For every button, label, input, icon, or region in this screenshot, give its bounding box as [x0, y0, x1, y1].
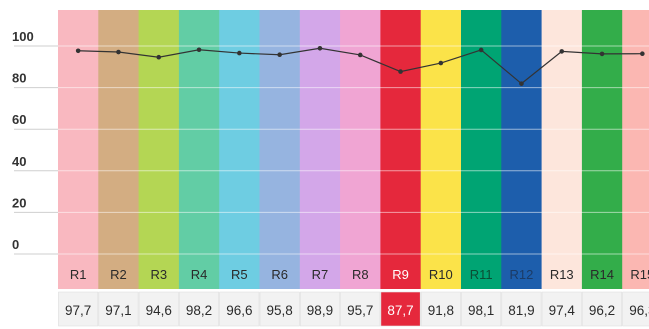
value-row: 97,7 97,1 94,6 98,2 96,6 95,8 98,9 95,7 87,7 91,8…: [58, 291, 649, 327]
category-label-R9: R9: [392, 267, 409, 282]
value-label-R2: 97,1: [105, 303, 131, 318]
category-label-R4: R4: [191, 267, 208, 282]
value-cell: [98, 291, 139, 327]
data-point-R4: [196, 47, 202, 53]
value-label-R15: 96,3: [629, 303, 649, 318]
category-label-R2: R2: [110, 267, 127, 282]
y-tick-label: 60: [12, 112, 26, 127]
data-point-R10: [438, 60, 444, 66]
color-band-R1: [58, 10, 99, 289]
value-cell: [259, 291, 300, 327]
value-label-R14: 96,2: [589, 303, 615, 318]
category-label-R1: R1: [70, 267, 87, 282]
category-label-R14: R14: [590, 267, 614, 282]
y-tick-label: 80: [12, 71, 26, 86]
y-tick-label: 0: [12, 237, 19, 252]
category-label-R13: R13: [550, 267, 574, 282]
color-band-R12: [501, 10, 543, 289]
color-band-R8: [340, 10, 381, 289]
color-band-R5: [219, 10, 260, 289]
value-cell: [461, 291, 502, 327]
category-label-R7: R7: [312, 267, 329, 282]
data-point-R6: [277, 52, 282, 58]
category-label-R12: R12: [510, 267, 534, 282]
value-label-R10: 91,8: [428, 303, 454, 318]
value-cell: [340, 291, 381, 327]
data-point-R9: [398, 69, 403, 74]
color-band-R3: [138, 10, 180, 289]
value-cell: [622, 291, 649, 327]
y-tick-label: 20: [12, 195, 26, 210]
data-point-R11: [478, 47, 484, 53]
color-band-R9: [380, 10, 422, 289]
value-cell: [138, 291, 179, 327]
color-band-R14: [581, 10, 623, 289]
color-band-R2: [98, 10, 140, 289]
y-tick-label: 100: [12, 29, 34, 44]
category-label-R10: R10: [429, 267, 453, 282]
data-point-R2: [116, 49, 121, 55]
data-point-R12: [519, 81, 524, 86]
y-tick-label: 40: [12, 154, 26, 169]
color-band-R15: [622, 10, 649, 289]
value-label-R1: 97,7: [65, 303, 91, 318]
color-bands: [58, 10, 649, 289]
category-label-R3: R3: [150, 267, 167, 282]
value-label-R8: 95,7: [347, 303, 373, 318]
value-cell: [219, 291, 260, 327]
y-axis: 100 80 60 40 20 0: [12, 29, 34, 252]
data-point-R14: [599, 51, 605, 57]
value-label-R11: 98,1: [468, 303, 494, 318]
category-label-R11: R11: [470, 267, 493, 282]
value-cell: [299, 291, 340, 327]
value-label-R6: 95,8: [267, 303, 293, 318]
value-label-R7: 98,9: [307, 303, 333, 318]
grid-lines: [14, 45, 649, 255]
value-label-R9: 87,7: [387, 303, 413, 318]
category-label-R6: R6: [271, 267, 288, 282]
color-band-R4: [178, 10, 220, 289]
data-point-R15: [640, 51, 645, 56]
value-label-R4: 98,2: [186, 303, 212, 318]
data-point-R7: [317, 45, 323, 51]
data-point-R3: [156, 54, 162, 60]
value-cell: [179, 291, 219, 327]
color-band-R10: [420, 10, 462, 289]
color-band-R13: [541, 10, 583, 289]
data-point-R13: [559, 49, 565, 54]
data-point-R8: [357, 52, 363, 58]
data-point-R5: [237, 50, 242, 56]
value-cell: [420, 291, 461, 327]
value-cell: [58, 291, 99, 327]
value-label-R12: 81,9: [508, 303, 534, 318]
color-band-R11: [461, 10, 502, 289]
value-cell: [380, 291, 421, 327]
category-label-R8: R8: [352, 267, 369, 282]
value-cell: [541, 291, 582, 327]
value-label-R5: 96,6: [226, 303, 252, 318]
data-series: [75, 45, 645, 86]
category-label-R5: R5: [231, 267, 248, 282]
value-label-R3: 94,6: [146, 303, 172, 318]
value-label-R13: 97,4: [549, 303, 576, 318]
data-point-R1: [75, 48, 81, 54]
color-band-R7: [299, 10, 341, 289]
category-labels: R1 R2 R3 R4 R5 R6 R7 R8 R9 R10 R11 R12 R13 R14 R15: [70, 267, 649, 282]
value-cell: [582, 291, 623, 327]
category-label-R15: R15: [630, 267, 649, 282]
value-cell: [501, 291, 542, 327]
